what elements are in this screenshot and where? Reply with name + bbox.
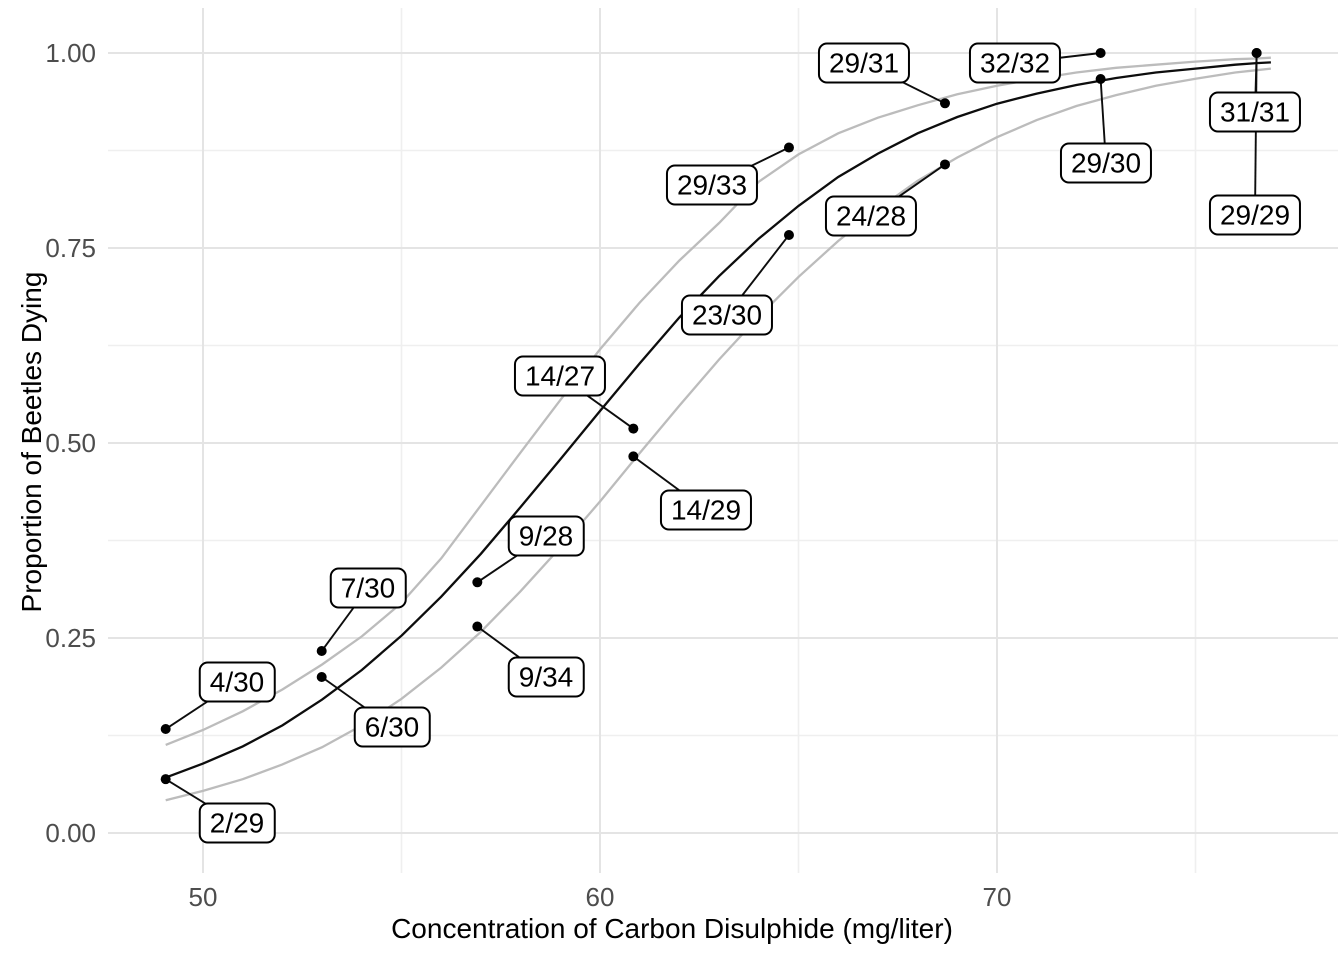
data-point xyxy=(316,672,327,682)
data-point xyxy=(160,724,171,735)
point-label-box: 29/30 xyxy=(1059,142,1153,184)
point-label-box: 31/31 xyxy=(1208,91,1302,133)
data-point xyxy=(628,451,639,462)
data-point xyxy=(1095,48,1106,58)
y-tick-label: 0.75 xyxy=(45,233,96,263)
point-label-box: 7/30 xyxy=(329,567,407,609)
y-tick-label: 0.25 xyxy=(45,623,96,653)
point-label-box: 4/30 xyxy=(198,661,276,703)
data-point xyxy=(1095,73,1106,84)
y-tick-label: 1.00 xyxy=(45,38,96,68)
data-point xyxy=(160,774,171,785)
y-axis-title: Proportion of Beetles Dying xyxy=(16,271,47,613)
point-label-box: 14/27 xyxy=(513,355,607,397)
data-point xyxy=(316,646,327,657)
data-point xyxy=(472,577,483,588)
data-point xyxy=(939,98,950,109)
data-point xyxy=(1251,48,1262,58)
data-point xyxy=(472,621,483,632)
x-axis-title: Concentration of Carbon Disulphide (mg/l… xyxy=(391,913,953,944)
x-tick-label: 50 xyxy=(188,882,218,912)
point-label-box: 6/30 xyxy=(353,706,431,748)
data-point xyxy=(939,159,950,170)
point-label-box: 9/28 xyxy=(507,515,585,557)
point-label-box: 14/29 xyxy=(659,489,753,531)
point-label-box: 29/31 xyxy=(817,42,911,84)
point-label-box: 32/32 xyxy=(968,42,1062,84)
point-label-box: 29/33 xyxy=(665,164,759,206)
point-label-box: 29/29 xyxy=(1208,194,1302,236)
data-point xyxy=(783,142,794,153)
y-tick-label: 0.50 xyxy=(45,428,96,458)
data-point xyxy=(783,229,794,240)
point-label-box: 9/34 xyxy=(507,656,585,698)
point-label-box: 23/30 xyxy=(680,294,774,336)
label-connector xyxy=(1254,52,1258,216)
point-label-box: 24/28 xyxy=(824,195,918,237)
x-tick-label: 70 xyxy=(982,882,1012,912)
data-point xyxy=(628,423,639,434)
point-label-box: 2/29 xyxy=(198,802,276,844)
x-tick-label: 60 xyxy=(585,882,615,912)
y-tick-label: 0.00 xyxy=(45,818,96,848)
fit-curve xyxy=(165,61,1271,779)
